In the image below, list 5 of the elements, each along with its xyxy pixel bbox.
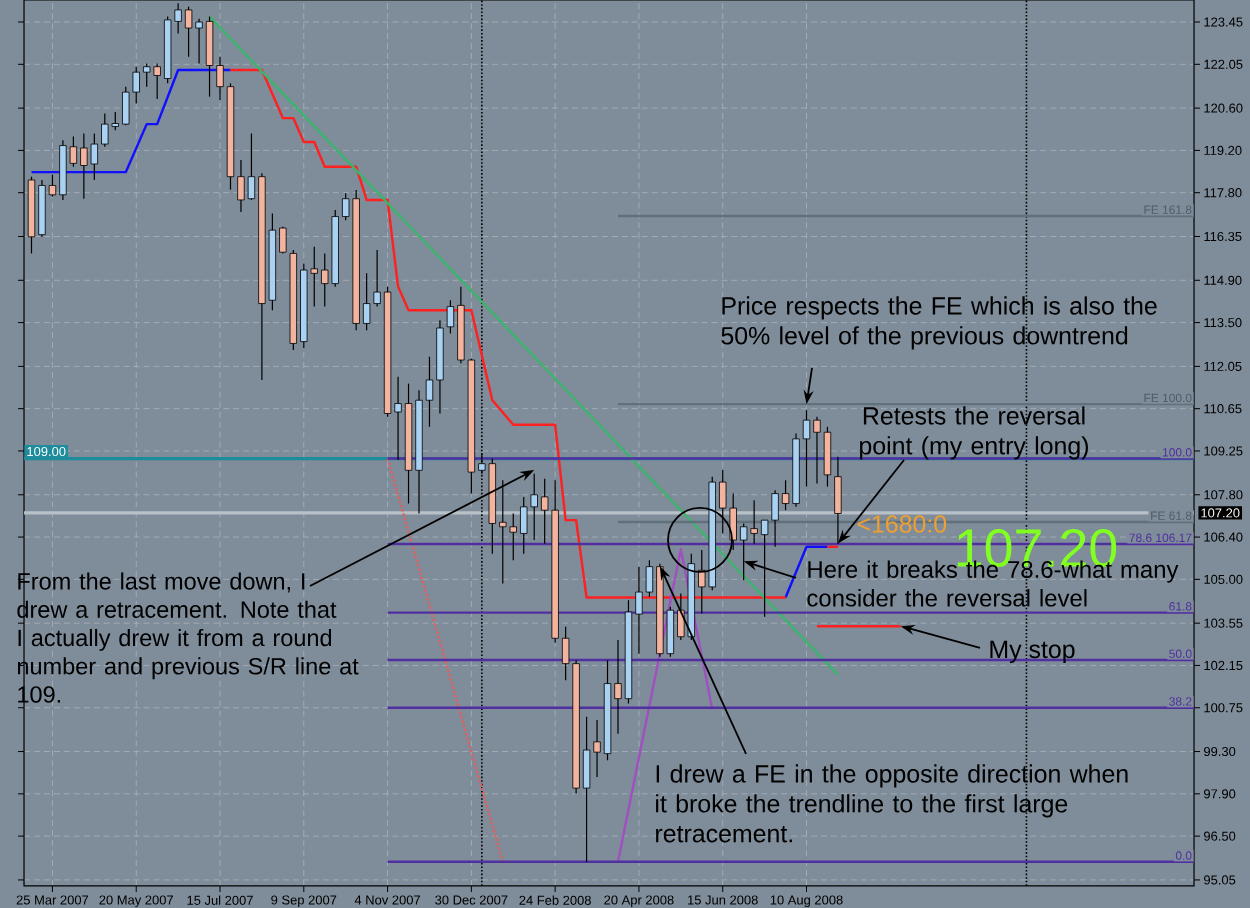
annotation: My stop	[990, 640, 1075, 664]
annotation: I drew a FE in the opposite direction when it broke the trendline to the first large retracement.	[656, 764, 1128, 843]
annotation: Retests the reversal point (my entry long)	[860, 406, 1088, 460]
annotation: Price respects the FE which is also the 50% level of the previous downtrend	[721, 296, 1157, 350]
annotation: <1680:0	[857, 515, 947, 533]
